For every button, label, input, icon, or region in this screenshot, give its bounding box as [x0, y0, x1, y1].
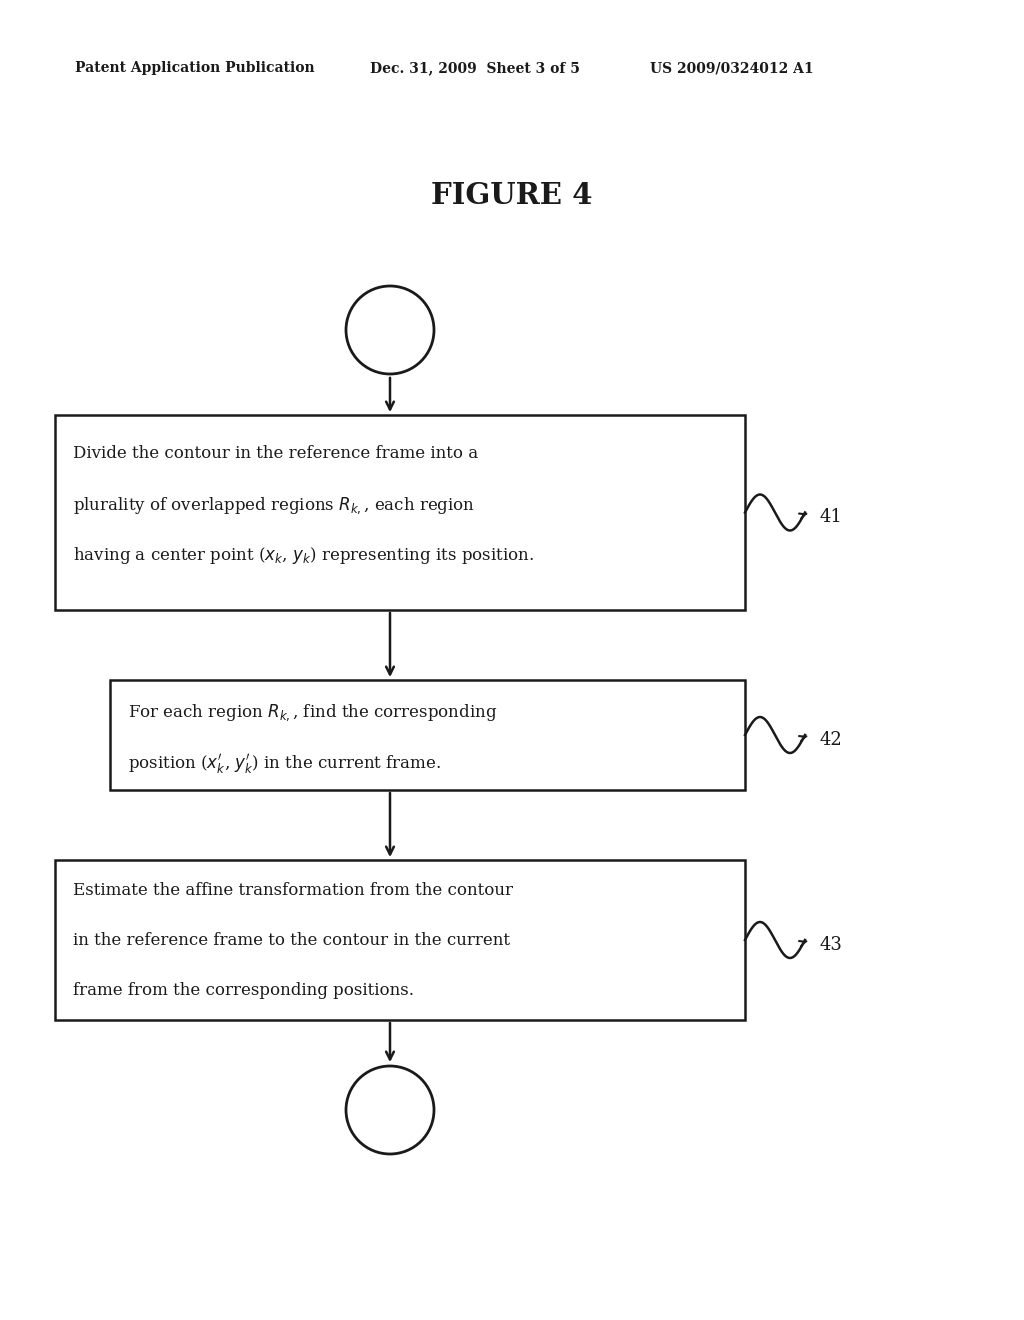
Text: Estimate the affine transformation from the contour: Estimate the affine transformation from …: [73, 882, 513, 899]
Text: Dec. 31, 2009  Sheet 3 of 5: Dec. 31, 2009 Sheet 3 of 5: [370, 61, 580, 75]
Bar: [55, 861, 745, 1020]
Text: Divide the contour in the reference frame into a: Divide the contour in the reference fram…: [73, 445, 478, 462]
Text: frame from the corresponding positions.: frame from the corresponding positions.: [73, 982, 414, 999]
Text: position ($x_{k}'$, $y_{k}'$) in the current frame.: position ($x_{k}'$, $y_{k}'$) in the cur…: [128, 752, 441, 776]
Text: For each region $R_{k,}$, find the corresponding: For each region $R_{k,}$, find the corre…: [128, 702, 498, 722]
Text: FIGURE 4: FIGURE 4: [431, 181, 593, 210]
Bar: [55, 414, 745, 610]
Text: US 2009/0324012 A1: US 2009/0324012 A1: [650, 61, 814, 75]
Text: having a center point ($x_k$, $y_k$) representing its position.: having a center point ($x_k$, $y_k$) rep…: [73, 545, 535, 566]
Text: 43: 43: [820, 936, 843, 954]
Bar: [110, 680, 745, 789]
Text: in the reference frame to the contour in the current: in the reference frame to the contour in…: [73, 932, 510, 949]
Text: 41: 41: [820, 508, 843, 527]
Text: 42: 42: [820, 731, 843, 748]
Text: Patent Application Publication: Patent Application Publication: [75, 61, 314, 75]
Text: plurality of overlapped regions $R_{k,}$, each region: plurality of overlapped regions $R_{k,}$…: [73, 495, 475, 516]
